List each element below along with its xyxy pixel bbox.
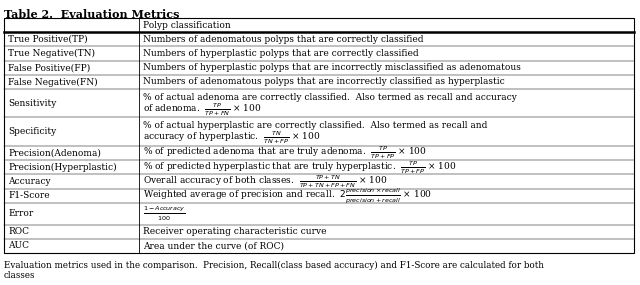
Text: Numbers of adenomatous polyps that are incorrectly classified as hyperplastic: Numbers of adenomatous polyps that are i…	[143, 78, 505, 86]
Text: Numbers of hyperplastic polyps that are incorrectly misclassified as adenomatous: Numbers of hyperplastic polyps that are …	[143, 63, 522, 72]
Text: Receiver operating characteristic curve: Receiver operating characteristic curve	[143, 227, 327, 236]
Text: Overall accuracy of both classes.  $\frac{TP+TN}{TP+TN+FP+FN}$ × 100: Overall accuracy of both classes. $\frac…	[143, 173, 388, 190]
Text: Precision(Adenoma): Precision(Adenoma)	[8, 148, 101, 158]
Text: % of predicted hyperplastic that are truly hyperplastic.  $\frac{TP}{TP+FP}$ × 1: % of predicted hyperplastic that are tru…	[143, 159, 457, 176]
Text: False Positive(FP): False Positive(FP)	[8, 63, 90, 72]
Text: Polyp classification: Polyp classification	[143, 21, 231, 30]
Text: True Positive(TP): True Positive(TP)	[8, 35, 88, 44]
Text: Weighted average of precision and recall.  $2\frac{precision\times recall}{preci: Weighted average of precision and recall…	[143, 186, 433, 205]
Text: AUC: AUC	[8, 241, 29, 251]
Text: ROC: ROC	[8, 227, 29, 236]
Text: F1-Score: F1-Score	[8, 191, 50, 200]
Text: Numbers of hyperplastic polyps that are correctly classified: Numbers of hyperplastic polyps that are …	[143, 49, 419, 58]
Text: Accuracy: Accuracy	[8, 177, 51, 186]
Text: Precision(Hyperplastic): Precision(Hyperplastic)	[8, 163, 116, 172]
Text: $\frac{1-Accuracy}{100}$: $\frac{1-Accuracy}{100}$	[143, 205, 186, 223]
Text: % of actual adenoma are correctly classified.  Also termed as recall and accurac: % of actual adenoma are correctly classi…	[143, 93, 517, 101]
Text: Error: Error	[8, 209, 33, 218]
Text: Numbers of adenomatous polyps that are correctly classified: Numbers of adenomatous polyps that are c…	[143, 35, 424, 44]
Text: Evaluation metrics used in the comparison.  Precision, Recall(class based accura: Evaluation metrics used in the compariso…	[4, 261, 544, 270]
Text: Table 2.  Evaluation Metrics: Table 2. Evaluation Metrics	[4, 9, 179, 20]
Text: False Negative(FN): False Negative(FN)	[8, 78, 98, 87]
Bar	[4, 18, 634, 253]
Text: classes: classes	[4, 271, 35, 280]
Text: accuracy of hyperplastic.  $\frac{TN}{TN+FP}$ × 100: accuracy of hyperplastic. $\frac{TN}{TN+…	[143, 130, 321, 146]
Text: of adenoma.  $\frac{TP}{TP+FN}$ × 100: of adenoma. $\frac{TP}{TP+FN}$ × 100	[143, 101, 262, 118]
Text: % of predicted adenoma that are truly adenoma.  $\frac{TP}{TP+FP}$ × 100: % of predicted adenoma that are truly ad…	[143, 145, 427, 161]
Text: Specificity: Specificity	[8, 127, 56, 136]
Text: % of actual hyperplastic are correctly classified.  Also termed as recall and: % of actual hyperplastic are correctly c…	[143, 121, 488, 130]
Text: True Negative(TN): True Negative(TN)	[8, 49, 95, 58]
Text: Area under the curve (of ROC): Area under the curve (of ROC)	[143, 241, 284, 251]
Text: Sensitivity: Sensitivity	[8, 99, 56, 108]
